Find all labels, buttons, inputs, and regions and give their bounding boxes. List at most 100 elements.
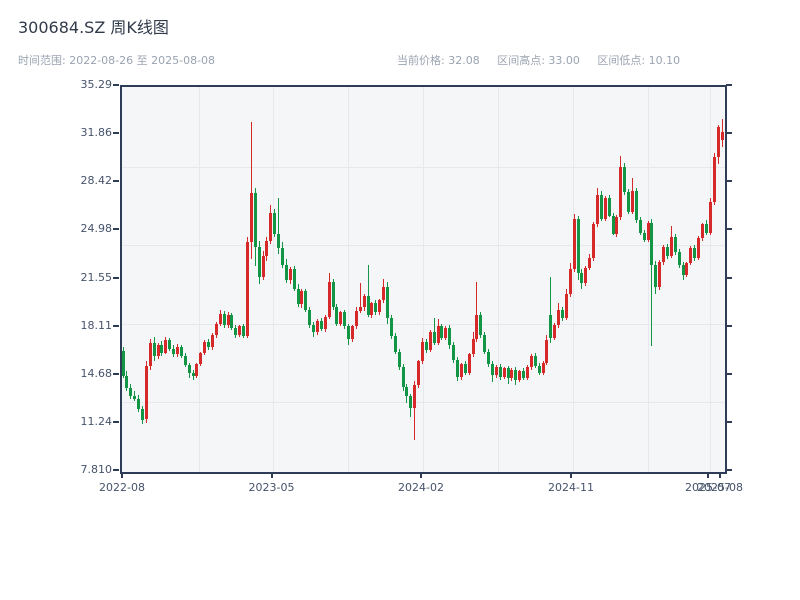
candle — [444, 327, 448, 338]
candle — [448, 327, 452, 345]
candle — [646, 222, 650, 240]
kline-chart: 300684.SZ 周K线图 时间范围: 2022-08-26 至 2025-0… — [18, 18, 743, 494]
candle — [634, 190, 638, 220]
candle — [428, 332, 432, 351]
candle — [580, 273, 584, 283]
candle — [487, 351, 491, 365]
candle — [704, 224, 708, 233]
candle — [323, 316, 327, 330]
v-gridline — [710, 87, 711, 472]
candle — [592, 224, 596, 258]
candle — [226, 315, 230, 326]
candle — [611, 215, 615, 234]
candle — [697, 238, 701, 258]
candle — [720, 131, 724, 141]
y-axis-tick-mark — [113, 228, 119, 231]
candle — [689, 247, 693, 264]
current-price-stat: 当前价格: 32.08 — [397, 54, 480, 67]
candle — [471, 339, 475, 355]
page-title: 300684.SZ 周K线图 — [18, 18, 169, 37]
candle — [288, 268, 292, 281]
y-axis-tick-mark — [113, 180, 119, 183]
candle — [327, 281, 331, 317]
candle — [245, 242, 249, 336]
candle — [518, 371, 522, 380]
candle — [436, 326, 440, 344]
candle — [191, 372, 195, 377]
candle — [564, 294, 568, 319]
price-stats: 当前价格: 32.08 区间高点: 33.00 区间低点: 10.10 — [397, 52, 694, 68]
candle — [615, 217, 619, 234]
y-axis-tick-label: 24.98 — [80, 222, 113, 236]
v-gridline — [348, 87, 350, 472]
candle — [638, 219, 642, 233]
candle — [650, 222, 654, 265]
candle — [362, 295, 366, 307]
candle-wick — [367, 264, 369, 317]
y-axis-tick-mark — [726, 324, 732, 327]
candle — [603, 197, 607, 219]
candle — [354, 311, 358, 327]
candle-wick — [433, 318, 435, 346]
candle — [292, 268, 296, 289]
x-axis-tick-label: 2024-02 — [398, 481, 444, 494]
candle — [296, 288, 300, 304]
candle — [459, 364, 463, 377]
candle — [708, 201, 712, 233]
y-axis-tick-mark — [113, 84, 119, 86]
candle — [343, 312, 347, 327]
candle — [230, 315, 234, 328]
candle-wick — [359, 283, 361, 314]
y-axis-tick-label: 18.11 — [80, 318, 113, 332]
candle — [257, 246, 261, 278]
candle — [693, 247, 697, 258]
candle — [409, 396, 413, 408]
candle — [553, 325, 557, 338]
candle — [277, 233, 281, 248]
candle — [249, 193, 253, 243]
v-gridline — [273, 87, 275, 472]
candle — [133, 395, 137, 399]
candle — [210, 334, 214, 348]
x-axis-tick-mark — [270, 472, 273, 478]
y-axis-tick-mark — [726, 420, 732, 423]
candle — [350, 326, 354, 340]
candle — [168, 340, 172, 349]
y-axis-tick-mark — [726, 276, 732, 279]
candle — [568, 268, 572, 295]
y-axis-tick-mark — [113, 324, 119, 327]
candle — [265, 240, 269, 257]
candle — [526, 367, 530, 378]
candle — [463, 364, 467, 373]
candle — [685, 263, 689, 275]
candle — [397, 351, 401, 368]
candle — [261, 256, 265, 278]
candle — [561, 309, 565, 318]
candle — [494, 367, 498, 376]
candle — [623, 166, 627, 192]
candle — [347, 326, 351, 340]
candle — [319, 320, 323, 330]
candle — [152, 342, 156, 356]
candle-wick — [414, 381, 416, 440]
candle — [358, 306, 362, 311]
y-axis-tick-label: 21.55 — [80, 270, 113, 284]
candle — [491, 364, 494, 376]
candle — [642, 232, 646, 240]
v-gridline — [497, 87, 499, 472]
candle — [627, 191, 631, 212]
candle — [576, 218, 580, 274]
candle — [144, 365, 148, 419]
candle — [522, 371, 526, 378]
candle — [529, 355, 533, 368]
candle — [214, 323, 218, 335]
candle — [160, 344, 164, 354]
y-axis-tick-mark — [113, 469, 119, 471]
candle-wick — [651, 218, 653, 347]
candle — [658, 261, 662, 288]
candle — [156, 344, 160, 356]
x-axis-tick-label: 2024-11 — [548, 481, 594, 494]
candle — [677, 252, 681, 265]
y-axis-tick-mark — [113, 372, 119, 375]
candle-wick — [250, 121, 252, 260]
